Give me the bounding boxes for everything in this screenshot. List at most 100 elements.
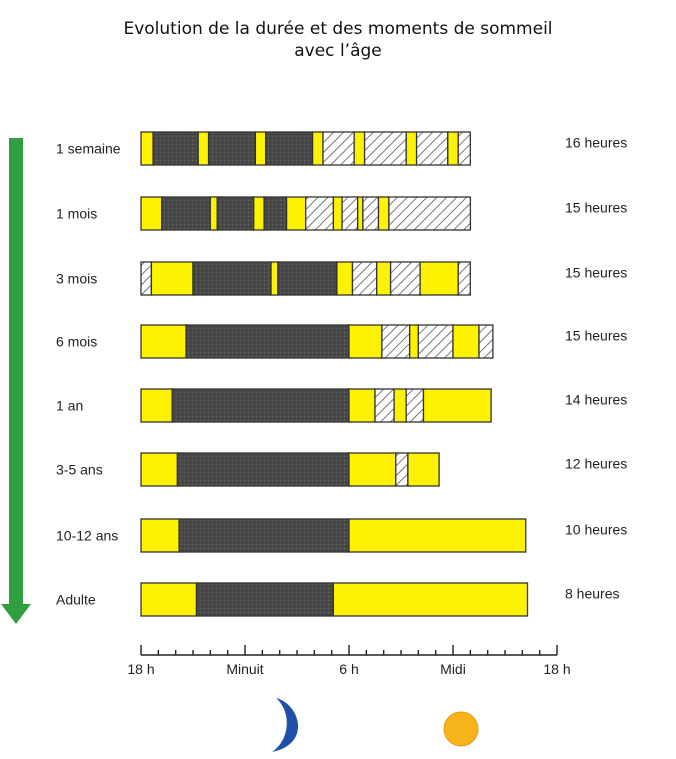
segment-awake (393, 388, 407, 423)
tick-label: Minuit (226, 661, 263, 677)
x-axis: 18 h Minuit 6 h Midi 18 h (127, 645, 571, 677)
chart-row: 6 mois 15 heures (56, 324, 627, 359)
segment-nap (322, 131, 355, 166)
segment-awake (447, 131, 459, 166)
segment-awake (348, 452, 397, 487)
chart-row: 10-12 ans 10 heures (56, 518, 627, 553)
segment-awake (409, 324, 420, 359)
segment-awake (348, 518, 527, 553)
segment-awake (452, 324, 480, 359)
segment-awake (270, 261, 279, 296)
segment-awake (419, 261, 459, 296)
row-total-label: 10 heures (565, 522, 627, 538)
segment-sleep (263, 196, 288, 231)
tick-label: 6 h (339, 661, 358, 677)
chart-row: 3 mois 15 heures (56, 261, 627, 296)
segment-awake (140, 452, 179, 487)
row-total-label: 16 heures (565, 135, 627, 151)
segment-awake (150, 261, 194, 296)
segment-nap (417, 324, 454, 359)
segment-awake (348, 388, 376, 423)
segment-awake (377, 196, 390, 231)
segment-awake (332, 196, 343, 231)
tick-label: 18 h (127, 661, 154, 677)
segment-awake (140, 388, 173, 423)
segment-nap (457, 131, 471, 166)
chart-row: 1 semaine 16 heures (56, 131, 627, 166)
row-label: 6 mois (56, 334, 97, 350)
segment-awake (140, 131, 154, 166)
segment-awake (197, 131, 210, 166)
segment-awake (140, 324, 187, 359)
row-label: 1 mois (56, 206, 97, 222)
segment-nap (388, 196, 472, 231)
segment-nap (415, 131, 449, 166)
segment-awake (253, 196, 265, 231)
segment-awake (353, 131, 366, 166)
chart-title: Evolution de la durée et des moments de … (0, 18, 676, 62)
segment-nap (140, 261, 153, 296)
chart-title-line1: Evolution de la durée et des moments de … (123, 19, 553, 39)
segment-awake (357, 196, 364, 231)
segment-nap (374, 388, 395, 423)
row-label: 3 mois (56, 271, 97, 287)
moon-icon (272, 698, 299, 752)
row-total-label: 15 heures (565, 200, 627, 216)
row-total-label: 14 heures (565, 392, 627, 408)
tick-label: Midi (440, 661, 466, 677)
segment-awake (140, 196, 163, 231)
chart-title-line2: avec l’âge (294, 41, 382, 61)
chart-row: Adulte 8 heures (56, 582, 619, 617)
tick-label: 18 h (543, 661, 570, 677)
sun-icon (443, 711, 479, 747)
row-total-label: 15 heures (565, 265, 627, 281)
segment-awake (348, 324, 383, 359)
segment-awake (311, 131, 324, 166)
segment-sleep (161, 196, 211, 231)
segment-sleep (178, 518, 350, 553)
segment-awake (254, 131, 267, 166)
segment-nap (351, 261, 378, 296)
segment-awake (376, 261, 392, 296)
chart-row: 3-5 ans 12 heures (56, 452, 627, 487)
segment-awake (336, 261, 354, 296)
segment-awake (209, 196, 218, 231)
segment-nap (395, 452, 409, 487)
segment-sleep (152, 131, 199, 166)
row-label: 1 semaine (56, 141, 121, 157)
segment-sleep (195, 582, 335, 617)
row-label: Adulte (56, 592, 96, 608)
segment-nap (457, 261, 471, 296)
segment-nap (381, 324, 411, 359)
chart-row: 1 mois 15 heures (56, 196, 627, 231)
segment-nap (389, 261, 421, 296)
segment-sleep (207, 131, 257, 166)
row-label: 10-12 ans (56, 528, 118, 544)
age-arrow-icon (1, 138, 31, 624)
segment-sleep (277, 261, 338, 296)
segment-awake (422, 388, 492, 423)
segment-awake (332, 582, 529, 617)
segment-sleep (176, 452, 350, 487)
segment-awake (140, 518, 180, 553)
segment-sleep (171, 388, 350, 423)
segment-awake (405, 131, 418, 166)
segment-nap (341, 196, 359, 231)
segment-sleep (192, 261, 272, 296)
segment-awake (407, 452, 440, 487)
row-total-label: 8 heures (565, 586, 619, 602)
row-label: 1 an (56, 398, 83, 414)
segment-awake (140, 582, 198, 617)
segment-nap (363, 131, 407, 166)
segment-nap (405, 388, 425, 423)
row-label: 3-5 ans (56, 462, 103, 478)
segment-nap (305, 196, 335, 231)
segment-sleep (185, 324, 350, 359)
row-total-label: 15 heures (565, 328, 627, 344)
row-total-label: 12 heures (565, 456, 627, 472)
segment-nap (478, 324, 494, 359)
segment-awake (285, 196, 307, 231)
segment-nap (362, 196, 380, 231)
segment-sleep (216, 196, 255, 231)
